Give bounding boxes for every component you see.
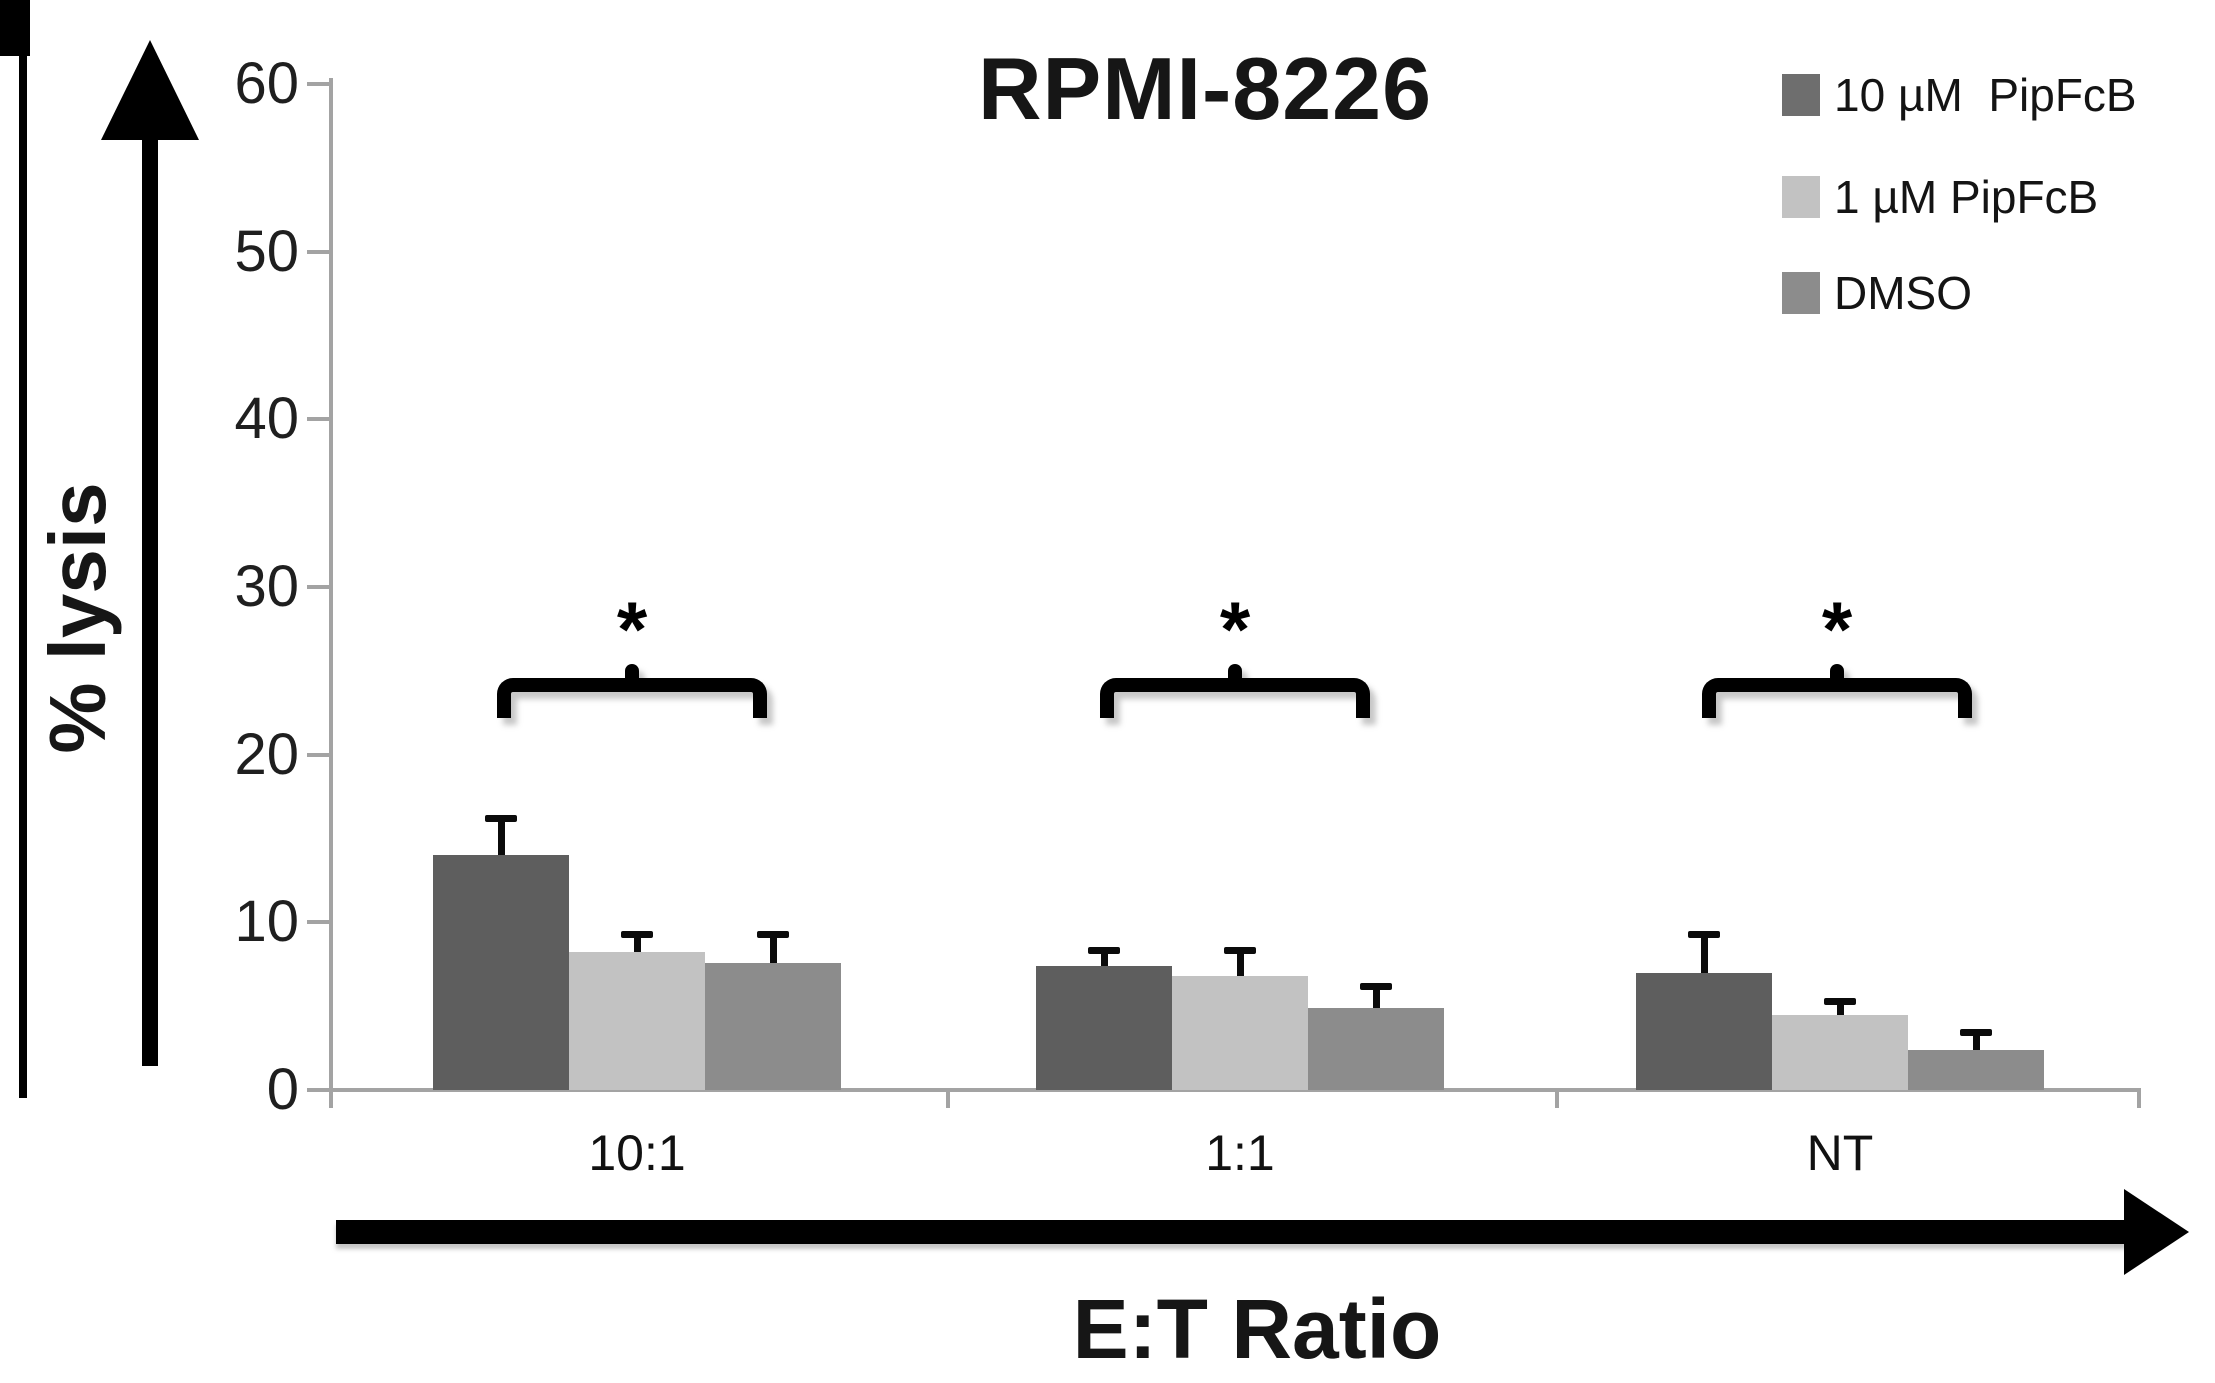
significance-bracket-nub [1830,664,1844,686]
y-axis-arrow-shaft [142,128,158,1066]
significance-asterisk: * [616,585,648,673]
chart-title: RPMI-8226 [977,39,1433,138]
y-tick-label: 50 [234,218,299,284]
bar [433,855,569,1090]
legend-item: DMSO [1782,266,1972,320]
error-bar-stem [1100,950,1108,966]
y-tick [307,920,331,925]
legend-label: DMSO [1834,267,1972,319]
error-bar-cap [621,930,653,938]
significance-asterisk: * [1219,585,1251,673]
error-bar-stem [1372,986,1380,1008]
x-axis-tick [946,1088,950,1108]
error-bar-cap [1224,947,1256,955]
x-axis-label: E:T Ratio [1072,1282,1442,1376]
significance-bracket [1100,664,1370,718]
bar [1036,965,1172,1090]
bar [1772,1014,1908,1090]
error-bar-cap [1360,982,1392,990]
y-axis-label: % lysis [33,482,122,754]
x-category-label: 1:1 [1205,1125,1275,1181]
error-bar-stem [1236,950,1244,976]
legend-label: 1 µM PipFcB [1834,171,2099,223]
legend-swatch [1782,176,1820,218]
significance-bracket [1702,664,1972,718]
legend-item: 10 µM PipFcB [1782,68,2137,122]
x-axis-line [329,1088,2141,1092]
x-category-label: NT [1806,1125,1874,1181]
y-tick-label: 60 [234,50,299,116]
y-axis-arrow-head-icon [101,40,199,140]
significance-bracket [497,664,767,718]
y-tick [307,752,331,757]
y-tick-label: 20 [234,721,299,787]
y-tick [307,417,331,422]
x-axis-tick [1555,1088,1559,1108]
error-bar-stem [769,934,777,963]
y-tick [307,249,331,254]
significance-asterisk: * [1821,585,1853,673]
bar [1908,1049,2044,1090]
y-tick-label: 10 [234,889,299,955]
error-bar-cap [485,814,517,822]
x-axis-arrow-head-icon [2124,1189,2189,1275]
y-tick-label: 30 [234,553,299,619]
error-bar-cap [757,930,789,938]
bar [1308,1007,1444,1090]
error-bar-stem [1836,1001,1844,1015]
error-bar-stem [497,818,505,856]
y-tick-label: 40 [234,386,299,452]
x-axis-tick [2137,1088,2141,1108]
legend-item: 1 µM PipFcB [1782,170,2098,224]
bar [1172,975,1308,1090]
bar [1636,972,1772,1090]
y-tick-label: 0 [266,1057,299,1122]
error-bar-stem [633,934,641,953]
y-tick [307,1088,331,1092]
error-bar-cap [1688,930,1720,938]
legend-label: 10 µM PipFcB [1834,69,2137,121]
bar [705,962,841,1090]
legend-swatch [1782,272,1820,314]
y-axis-line [329,78,333,1108]
significance-bracket-nub [625,664,639,686]
error-bar-cap [1088,947,1120,955]
y-tick [307,81,331,86]
scan-artifact-line [19,0,27,1098]
significance-bracket-nub [1228,664,1242,686]
error-bar-cap [1824,997,1856,1005]
error-bar-stem [1700,934,1708,973]
legend-swatch [1782,74,1820,116]
x-category-label: 10:1 [588,1125,686,1181]
error-bar-cap [1960,1029,1992,1037]
x-axis-arrow-shaft [336,1220,2126,1244]
error-bar-stem [1972,1032,1980,1050]
bar [569,952,705,1090]
y-tick [307,584,331,589]
